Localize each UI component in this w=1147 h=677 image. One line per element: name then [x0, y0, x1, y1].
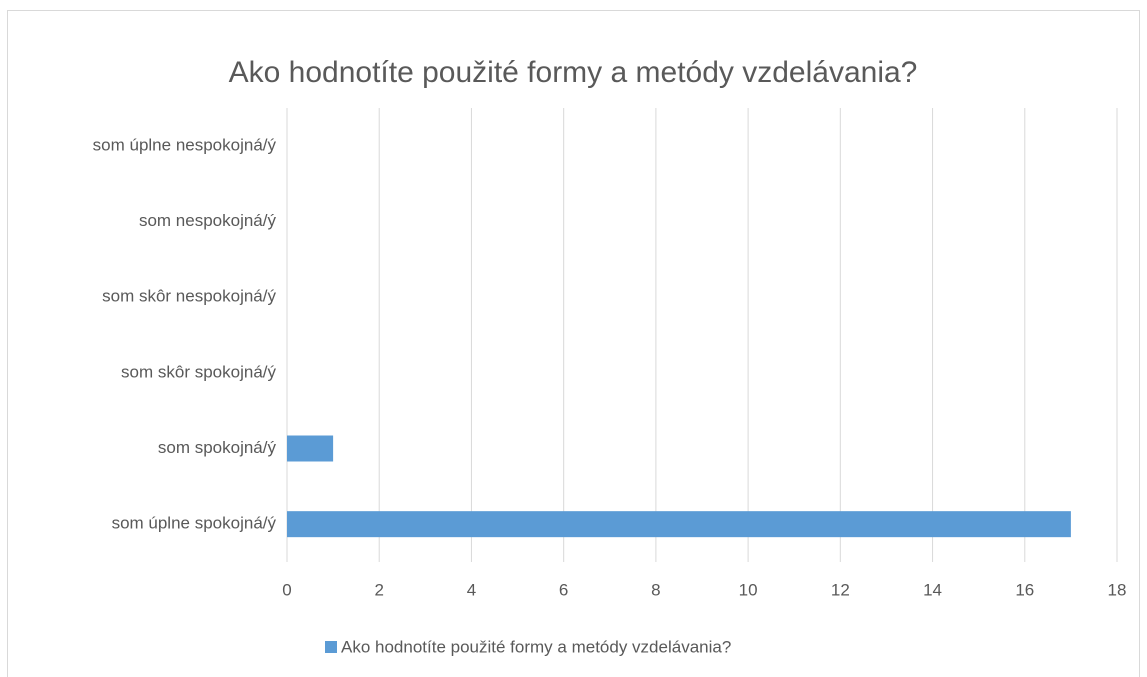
y-tick-label: som spokojná/ý: [158, 438, 277, 457]
x-tick-label: 2: [374, 580, 383, 599]
x-tick-label: 6: [559, 580, 568, 599]
chart-border: [7, 10, 1140, 677]
x-tick-label: 8: [651, 580, 660, 599]
x-tick-label: 16: [1015, 580, 1034, 599]
y-tick-label: som úplne spokojná/ý: [112, 514, 277, 533]
x-tick-label: 14: [923, 580, 942, 599]
x-tick-label: 18: [1108, 580, 1127, 599]
x-tick-label: 10: [739, 580, 758, 599]
x-tick-label: 4: [467, 580, 476, 599]
y-tick-label: som úplne nespokojná/ý: [93, 135, 277, 154]
legend-label: Ako hodnotíte použité formy a metódy vzd…: [341, 637, 731, 656]
y-tick-label: som skôr spokojná/ý: [121, 362, 276, 381]
chart-title: Ako hodnotíte použité formy a metódy vzd…: [229, 56, 918, 89]
bar: [287, 435, 334, 462]
y-tick-label: som skôr nespokojná/ý: [102, 287, 276, 306]
bar: [287, 511, 1071, 538]
x-tick-label: 0: [282, 580, 291, 599]
legend-swatch: [325, 641, 337, 653]
y-tick-label: som nespokojná/ý: [139, 211, 277, 230]
x-tick-label: 12: [831, 580, 850, 599]
